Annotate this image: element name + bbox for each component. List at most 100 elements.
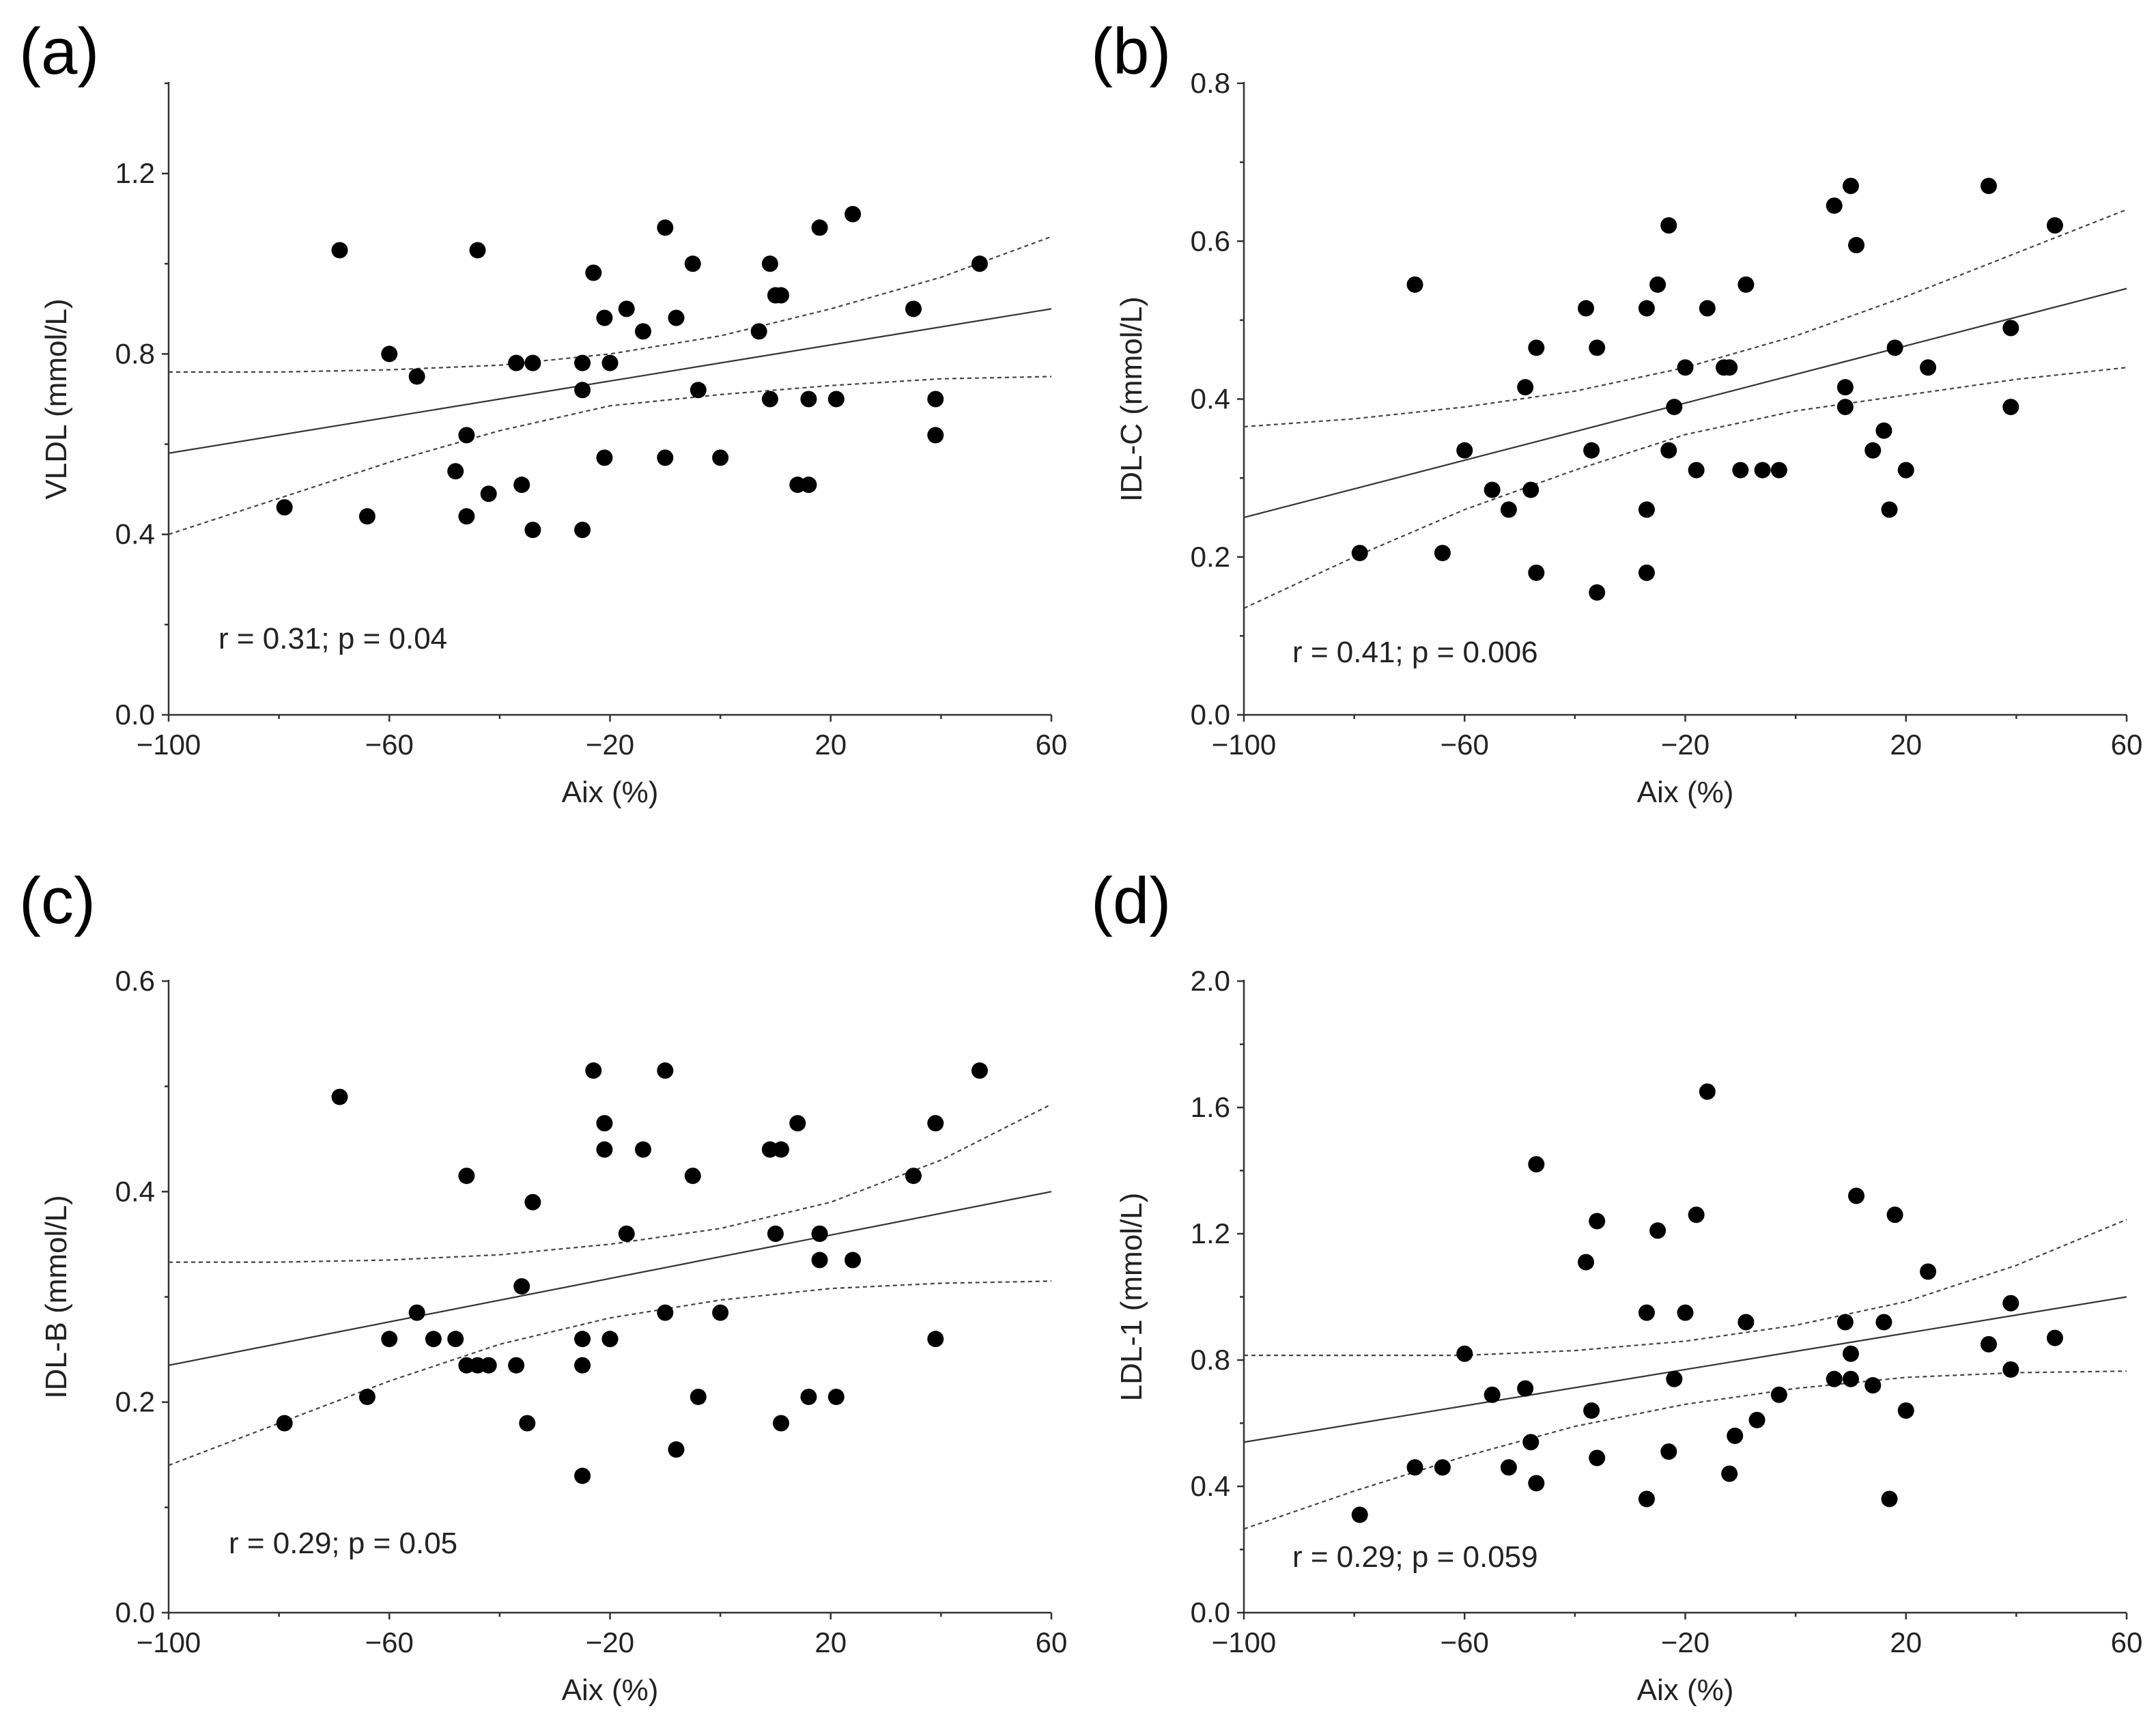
data-point — [524, 522, 541, 539]
x-tick-label: −60 — [1441, 728, 1489, 761]
data-point — [690, 1388, 707, 1405]
data-point — [574, 1357, 591, 1374]
data-point — [971, 1062, 988, 1079]
data-point — [789, 1115, 806, 1132]
data-point — [690, 382, 707, 399]
data-point — [1434, 1459, 1451, 1476]
x-tick-label: 60 — [2111, 1626, 2143, 1658]
data-point — [574, 522, 591, 539]
data-point — [2046, 1329, 2063, 1346]
data-point — [1677, 359, 1694, 376]
data-point — [1721, 1465, 1738, 1482]
data-point — [773, 1141, 790, 1158]
data-point — [480, 485, 497, 503]
data-point — [1578, 300, 1595, 317]
data-point — [1886, 339, 1903, 356]
data-point — [811, 1226, 828, 1242]
panel-label-d: (d) — [1091, 864, 1171, 937]
data-point — [1770, 462, 1787, 479]
data-point — [1484, 481, 1501, 498]
data-point — [1666, 399, 1683, 416]
x-tick-label: −20 — [586, 1626, 634, 1658]
data-point — [1666, 1370, 1683, 1387]
data-point — [2002, 320, 2019, 337]
data-point — [927, 1331, 944, 1348]
data-point — [596, 309, 613, 326]
y-tick-label: 0.4 — [1191, 383, 1230, 415]
data-point — [1528, 1475, 1545, 1492]
data-point — [596, 449, 613, 466]
data-point — [2002, 399, 2019, 416]
data-point — [458, 1168, 475, 1185]
data-point — [1528, 339, 1545, 356]
data-point — [276, 499, 293, 516]
data-point — [1589, 584, 1606, 601]
data-point — [618, 1226, 635, 1242]
data-point — [773, 287, 790, 304]
data-point — [585, 264, 602, 281]
y-tick-label: 1.2 — [115, 157, 155, 189]
data-point — [827, 391, 845, 408]
data-point — [1456, 442, 1473, 459]
data-point — [1688, 462, 1705, 479]
data-point — [524, 1193, 541, 1211]
y-tick-label: 2.0 — [1191, 965, 1230, 997]
data-point — [408, 368, 425, 385]
y-tick-label: 1.6 — [1191, 1091, 1230, 1123]
data-point — [1677, 1304, 1694, 1321]
regression-line — [168, 1191, 1052, 1366]
x-tick-label: −100 — [1212, 1626, 1277, 1658]
panel-label-b: (b) — [1091, 15, 1171, 88]
data-point — [574, 1331, 591, 1348]
data-point — [585, 1062, 602, 1079]
y-axis-title: LDL-1 (mmol/L) — [1115, 1193, 1148, 1402]
data-point — [1897, 462, 1914, 479]
data-point — [1589, 1213, 1606, 1230]
data-point — [596, 1141, 613, 1158]
x-tick-label: 60 — [1036, 1626, 1068, 1658]
data-point — [1649, 276, 1666, 293]
x-tick-label: −60 — [365, 1626, 414, 1658]
data-point — [1920, 1263, 1937, 1280]
y-tick-label: 0.8 — [1191, 1344, 1230, 1376]
data-point — [1522, 1434, 1540, 1451]
regression-line — [1243, 1296, 2127, 1443]
data-point — [458, 427, 475, 444]
data-point — [508, 354, 525, 371]
data-point — [1836, 399, 1854, 416]
correlation-annotation: r = 0.31; p = 0.04 — [218, 622, 447, 655]
data-point — [845, 206, 862, 223]
data-point — [712, 449, 729, 466]
scatter-panel-d: (d) −100 −60 −20 20 60 0.0 0.4 0.8 1.2 1.6 2.0 Aix (… — [1091, 864, 2142, 1707]
data-point — [1660, 217, 1677, 234]
data-point — [684, 255, 701, 272]
data-point — [1649, 1222, 1666, 1239]
data-point — [469, 242, 486, 259]
x-axis-title: Aix (%) — [1637, 1673, 1734, 1707]
data-point — [1589, 1449, 1606, 1467]
data-point — [1842, 1345, 1859, 1362]
data-point — [2002, 1361, 2019, 1378]
data-point — [1727, 1428, 1744, 1444]
data-point — [601, 354, 619, 371]
y-tick-label: 0.0 — [1191, 1596, 1230, 1628]
x-tick-label: 20 — [814, 728, 847, 761]
data-point — [761, 391, 778, 408]
y-tick-label: 0.4 — [115, 518, 155, 550]
data-point — [601, 1331, 619, 1348]
data-point — [1826, 197, 1843, 214]
data-point — [408, 1304, 425, 1321]
ci-upper-curve — [169, 236, 1052, 373]
data-point — [827, 1388, 845, 1405]
data-point — [712, 1304, 729, 1321]
data-point — [905, 1168, 922, 1185]
data-point — [574, 354, 591, 371]
data-point — [1351, 1506, 1368, 1523]
y-axis-title: IDL-C (mmol/L) — [1115, 296, 1148, 502]
data-point — [1842, 1370, 1859, 1387]
data-point — [425, 1331, 442, 1348]
panel-label-a: (a) — [19, 15, 99, 88]
data-point — [1528, 1156, 1545, 1173]
data-point — [1699, 300, 1716, 317]
data-point — [508, 1357, 525, 1374]
